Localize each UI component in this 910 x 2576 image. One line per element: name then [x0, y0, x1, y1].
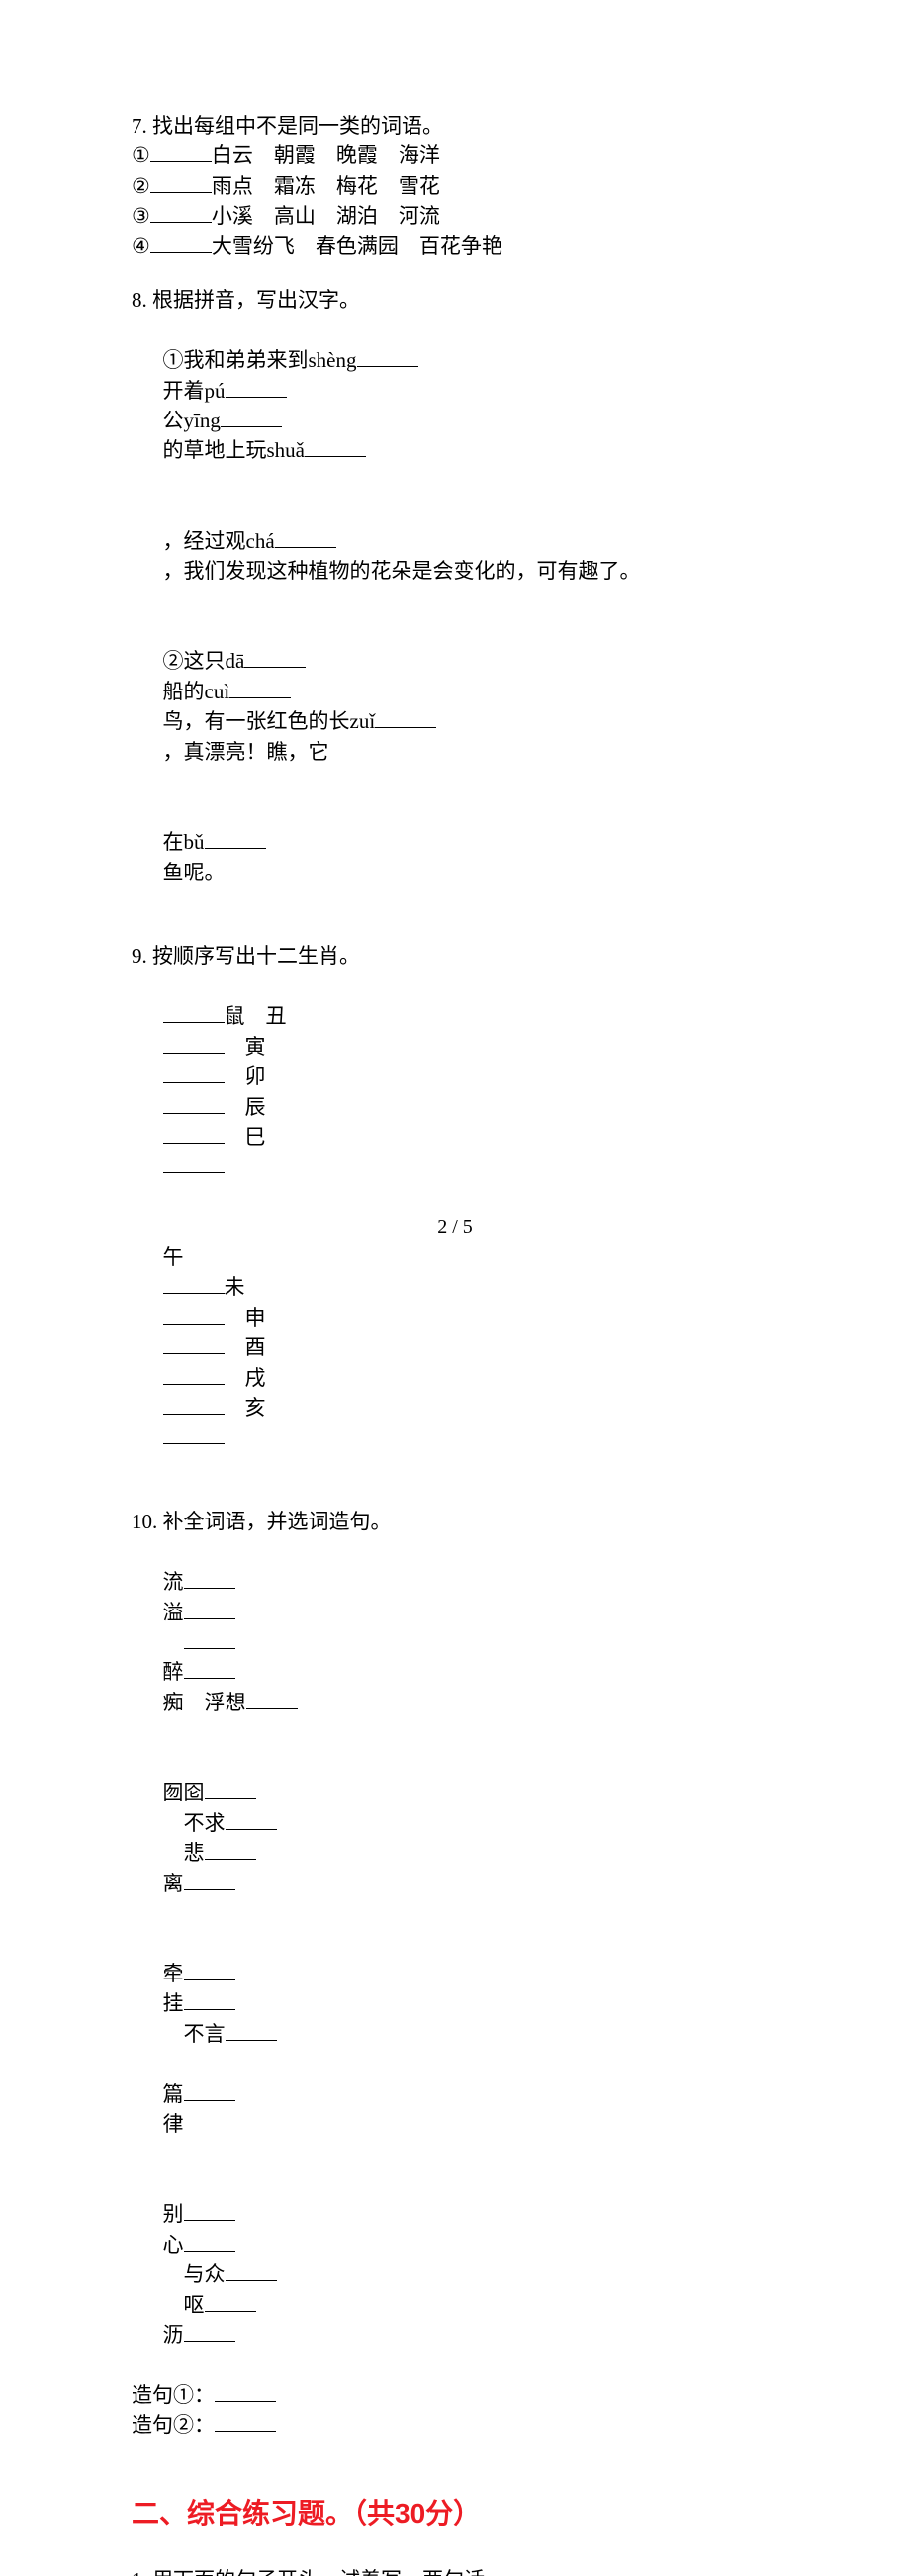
- q9-row-2: 午 未 申 酉 戌 亥: [132, 1212, 778, 1483]
- q8-blank-bu[interactable]: [205, 827, 266, 849]
- q8-blank-shua[interactable]: [305, 435, 366, 457]
- q10-blank-r2-4[interactable]: [184, 1869, 235, 1890]
- q8-blank-sheng[interactable]: [357, 345, 418, 367]
- q7-item-2: ②雨点 霜冻 梅花 雪花: [132, 171, 778, 201]
- q8-blank-ying[interactable]: [221, 406, 282, 427]
- q8-line-1: ①我和弟弟来到shèng 开着pú 公yīng 的草地上玩shuǎ: [132, 316, 778, 497]
- p1-lead: 1. 用下面的句子开头，试着写一两句话。: [132, 2565, 778, 2576]
- q9-blank-r1-2[interactable]: [163, 1061, 225, 1083]
- q7-blank-4[interactable]: [150, 231, 212, 253]
- q7-item-3: ③小溪 高山 湖泊 河流: [132, 201, 778, 230]
- q9-blank-r2-5[interactable]: [163, 1423, 225, 1444]
- q10-row-2: 囫囵 不求 悲 离: [132, 1748, 778, 1929]
- q10-sentence1-blank[interactable]: [215, 2380, 276, 2402]
- q10-blank-r3-4[interactable]: [184, 2049, 235, 2070]
- q10-blank-r2-2[interactable]: [226, 1808, 277, 1830]
- q10-blank-r4-4[interactable]: [205, 2290, 256, 2312]
- q10-blank-r1-3[interactable]: [184, 1627, 235, 1649]
- q10-blank-r3-2[interactable]: [184, 1988, 235, 2010]
- q8-blank-da[interactable]: [244, 646, 306, 668]
- q10-blank-r1-1[interactable]: [184, 1567, 235, 1589]
- q10-blank-r4-1[interactable]: [184, 2199, 235, 2221]
- q9-blank-r1-3[interactable]: [163, 1092, 225, 1114]
- worksheet-page: 7. 找出每组中不是同一类的词语。 ①白云 朝霞 晚霞 海洋 ②雨点 霜冻 梅花…: [0, 0, 910, 1288]
- q9-blank-r2-1[interactable]: [163, 1303, 225, 1325]
- q7-blank-3[interactable]: [150, 201, 212, 223]
- q10-sentence-2: 造句②：: [132, 2410, 778, 2439]
- problem-1: 1. 用下面的句子开头，试着写一两句话。 今天下雪了，外面可真美啊！: [132, 2565, 778, 2576]
- q7-blank-2[interactable]: [150, 171, 212, 193]
- q10-row-4: 别 心 与众 呕 沥: [132, 2169, 778, 2380]
- q10-blank-r4-5[interactable]: [184, 2320, 235, 2342]
- section-2-title: 二、综合练习题。（共30分）: [132, 2492, 778, 2531]
- q9-blank-r1-1[interactable]: [163, 1032, 225, 1054]
- q8-lead: 8. 根据拼音，写出汉字。: [132, 285, 778, 315]
- question-9: 9. 按顺序写出十二生肖。 鼠 丑 寅 卯 辰 巳 午 未 申 酉 戌 亥: [132, 941, 778, 1483]
- q9-blank-r2-4[interactable]: [163, 1393, 225, 1415]
- q10-blank-r3-3[interactable]: [226, 2019, 277, 2041]
- q10-blank-r3-1[interactable]: [184, 1959, 235, 1980]
- q9-blank-r1-0[interactable]: [163, 1001, 225, 1023]
- q10-blank-r1-2[interactable]: [184, 1598, 235, 1619]
- q10-blank-r4-2[interactable]: [184, 2230, 235, 2252]
- page-number: 2 / 5: [0, 1216, 910, 1239]
- question-10: 10. 补全词语，并选词造句。 流 溢 醉 痴 浮想 囫囵 不求 悲 离 牵 挂…: [132, 1507, 778, 2440]
- q9-row-1: 鼠 丑 寅 卯 辰 巳: [132, 971, 778, 1213]
- q10-row-3: 牵 挂 不言 篇 律: [132, 1928, 778, 2169]
- q8-blank-pu[interactable]: [226, 376, 287, 398]
- q9-lead: 9. 按顺序写出十二生肖。: [132, 941, 778, 970]
- q7-item-1: ①白云 朝霞 晚霞 海洋: [132, 140, 778, 170]
- q9-blank-r2-0[interactable]: [163, 1272, 225, 1294]
- q8-blank-cha[interactable]: [275, 526, 336, 548]
- q8-blank-zui[interactable]: [375, 706, 436, 728]
- q9-blank-r2-2[interactable]: [163, 1333, 225, 1354]
- q7-lead: 7. 找出每组中不是同一类的词语。: [132, 111, 778, 140]
- q9-blank-r1-5[interactable]: [163, 1151, 225, 1173]
- q10-blank-r2-3[interactable]: [205, 1838, 256, 1860]
- q10-blank-r4-3[interactable]: [226, 2259, 277, 2281]
- q10-sentence2-blank[interactable]: [215, 2410, 276, 2432]
- q7-item-4: ④大雪纷飞 春色满园 百花争艳: [132, 231, 778, 261]
- q8-blank-cui[interactable]: [229, 677, 291, 698]
- q10-blank-r1-5[interactable]: [246, 1688, 298, 1709]
- q10-row-1: 流 溢 醉 痴 浮想: [132, 1537, 778, 1748]
- q9-blank-r2-3[interactable]: [163, 1363, 225, 1385]
- q8-line-3: ②这只dā 船的cuì 鸟，有一张红色的长zuǐ ，真漂亮！瞧，它: [132, 616, 778, 797]
- q10-blank-r1-4[interactable]: [184, 1657, 235, 1679]
- q10-sentence-1: 造句①：: [132, 2380, 778, 2410]
- question-8: 8. 根据拼音，写出汉字。 ①我和弟弟来到shèng 开着pú 公yīng 的草…: [132, 285, 778, 917]
- q10-lead: 10. 补全词语，并选词造句。: [132, 1507, 778, 1536]
- q8-line-4: 在bǔ 鱼呢。: [132, 797, 778, 918]
- q7-blank-1[interactable]: [150, 140, 212, 162]
- question-7: 7. 找出每组中不是同一类的词语。 ①白云 朝霞 晚霞 海洋 ②雨点 霜冻 梅花…: [132, 111, 778, 261]
- q8-line-2: ，经过观chá ，我们发现这种植物的花朵是会变化的，可有趣了。: [132, 496, 778, 616]
- q9-blank-r1-4[interactable]: [163, 1122, 225, 1144]
- q10-blank-r2-1[interactable]: [205, 1778, 256, 1799]
- q10-blank-r3-5[interactable]: [184, 2079, 235, 2101]
